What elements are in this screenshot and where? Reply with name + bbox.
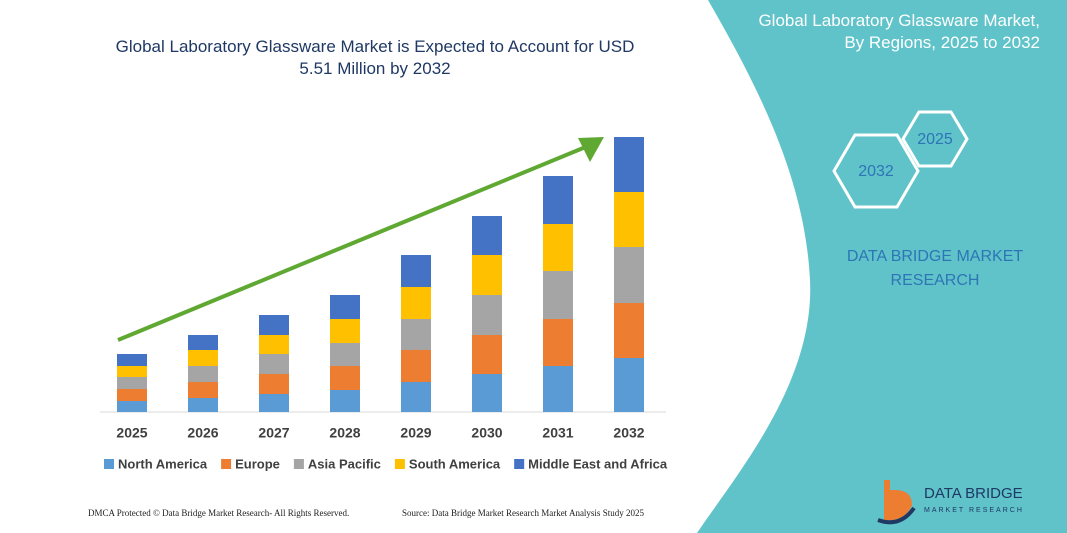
bar-segment — [188, 350, 218, 366]
brand-box: DATA BRIDGE MARKET RESEARCH — [846, 248, 1024, 289]
bar-segment — [472, 295, 502, 335]
footer-right: Source: Data Bridge Market Research Mark… — [402, 508, 644, 518]
bar-segment — [401, 255, 431, 287]
bar-segment — [259, 354, 289, 374]
bar-segment — [543, 271, 573, 319]
bar-segment — [259, 394, 289, 412]
x-tick-label: 2032 — [613, 425, 644, 441]
bar-segment — [543, 224, 573, 271]
bar-segment — [614, 137, 644, 192]
legend-swatch — [394, 459, 405, 469]
legend-swatch — [221, 459, 232, 469]
side-panel — [697, 0, 1067, 533]
bar-segment — [543, 176, 573, 224]
title-box: Global Laboratory Glassware Market is Ex… — [115, 37, 635, 78]
bar-segment — [614, 303, 644, 358]
legend-label: Middle East and Africa — [528, 456, 668, 471]
bar-segment — [543, 366, 573, 412]
panel-title: Global Laboratory Glassware Market, By R… — [758, 11, 1040, 52]
bar-segment — [117, 401, 147, 412]
bar-segment — [117, 377, 147, 389]
x-tick-label: 2025 — [116, 425, 147, 441]
chart-title: Global Laboratory Glassware Market is Ex… — [115, 37, 635, 78]
brand: DATA BRIDGE MARKET RESEARCH — [846, 248, 1024, 289]
bar-segment — [330, 366, 360, 390]
bar-segment — [188, 366, 218, 382]
logo-mark — [877, 506, 916, 525]
legend-label: South America — [409, 456, 501, 471]
bar-segment — [117, 354, 147, 366]
bar-segment — [259, 374, 289, 394]
logo-mark — [884, 480, 912, 521]
bar-segment — [330, 319, 360, 343]
legend-swatch — [104, 459, 114, 469]
panel-title-box: Global Laboratory Glassware Market, By R… — [758, 11, 1040, 52]
bar-segment — [188, 335, 218, 350]
bar-segment — [259, 315, 289, 335]
legend-label: North America — [118, 456, 208, 471]
arrow-head — [578, 137, 604, 162]
chart: 2025 2026 2027 2028 2029 2030 2031 2032 North Am… — [100, 137, 668, 471]
bar-segment — [543, 319, 573, 366]
hex-label: 2032 — [858, 163, 894, 180]
bar-segment — [401, 319, 431, 350]
x-tick-label: 2028 — [329, 425, 360, 441]
bar-segment — [614, 358, 644, 412]
legend-label: Europe — [235, 456, 280, 471]
x-tick-label: 2030 — [471, 425, 502, 441]
bar-segment — [472, 216, 502, 255]
x-tick-label: 2026 — [187, 425, 218, 441]
bar-segment — [472, 335, 502, 374]
bar-segment — [401, 382, 431, 412]
bar-segment — [330, 390, 360, 412]
legend-swatch — [514, 459, 525, 469]
footer-left: DMCA Protected © Data Bridge Market Rese… — [88, 508, 349, 518]
x-tick-label: 2027 — [258, 425, 289, 441]
legend-swatch — [293, 459, 304, 469]
bar-segment — [472, 374, 502, 412]
bar-segment — [614, 192, 644, 247]
hexagon — [901, 110, 969, 168]
bar-segment — [401, 350, 431, 382]
hex-label: 2025 — [917, 131, 953, 148]
bar-segment — [614, 247, 644, 303]
logo-text: DATA BRIDGE — [924, 485, 1023, 502]
bar-segment — [188, 398, 218, 412]
bar-segment — [117, 389, 147, 401]
trend-arrow — [117, 144, 589, 342]
x-tick-label: 2031 — [542, 425, 573, 441]
legend-label: Asia Pacific — [308, 456, 381, 471]
bar-segment — [472, 255, 502, 295]
bar-segment — [259, 335, 289, 354]
bar-segment — [401, 287, 431, 319]
x-tick-label: 2029 — [400, 425, 431, 441]
bar-segment — [330, 295, 360, 319]
bar-segment — [330, 343, 360, 366]
bar-segment — [188, 382, 218, 398]
hexagon — [832, 133, 920, 209]
bar-segment — [117, 366, 147, 377]
logo-sub: MARKET RESEARCH — [924, 507, 1024, 514]
